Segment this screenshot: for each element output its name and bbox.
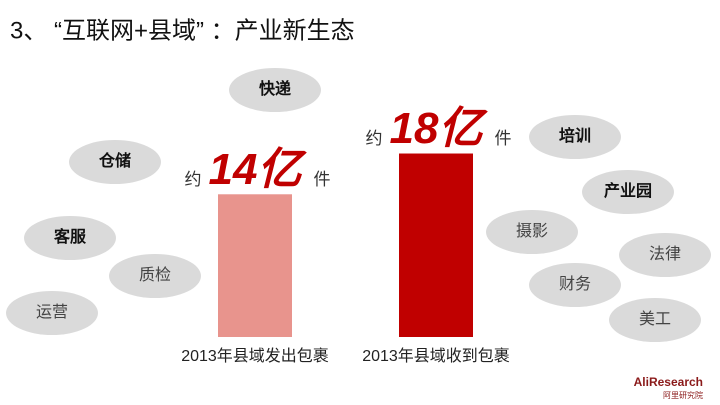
bubble-label: 财务 (559, 275, 591, 293)
logo-text: AliResearch (634, 375, 703, 389)
bubble (609, 298, 701, 342)
slide-title: 3、 “互联网+县域” ：产业新生态 (10, 17, 355, 44)
bubble-label: 运营 (36, 303, 68, 321)
bubble-label: 法律 (649, 245, 681, 263)
bubble-label: 仓储 (98, 151, 131, 170)
x-tick-label: 2013年县域收到包裹 (362, 347, 510, 365)
label-prefix: 约 (366, 129, 383, 148)
bubble (529, 263, 621, 307)
bubble-label: 快递 (259, 79, 291, 98)
logo-subtext: 阿里研究院 (663, 390, 703, 400)
bubble-label: 摄影 (516, 222, 548, 240)
x-tick-label: 2013年县域发出包裹 (181, 347, 329, 365)
bubble (6, 291, 98, 335)
label-suffix: 件 (495, 129, 512, 148)
bubble (486, 210, 578, 254)
value-label: 14亿 (209, 145, 308, 194)
bubble (109, 254, 201, 298)
bubble (582, 170, 674, 214)
label-suffix: 件 (314, 170, 331, 189)
bar (218, 194, 292, 337)
value-label: 18亿 (390, 104, 489, 153)
bubble (24, 216, 116, 260)
bubble (69, 140, 161, 184)
bubble-label: 产业园 (604, 181, 652, 200)
bubble (529, 115, 621, 159)
bubble (619, 233, 711, 277)
bubble-label: 质检 (139, 266, 171, 284)
bubble (229, 68, 321, 112)
bar (399, 153, 473, 337)
label-prefix: 约 (185, 170, 202, 189)
bubble-label: 客服 (54, 227, 87, 246)
bubble-label: 培训 (559, 126, 591, 145)
bubble-label: 美工 (639, 310, 671, 328)
